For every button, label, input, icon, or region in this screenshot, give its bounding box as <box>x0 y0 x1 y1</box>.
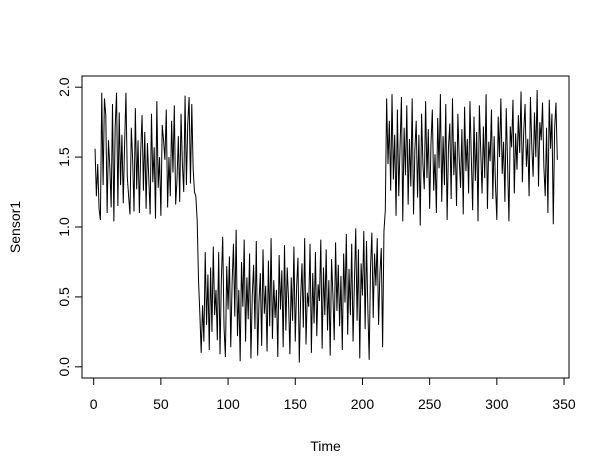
y-tick-label: 0.5 <box>56 287 72 307</box>
y-tick-label: 0.0 <box>56 357 72 377</box>
x-tick-label: 200 <box>351 396 375 412</box>
x-tick-label: 100 <box>216 396 240 412</box>
x-tick-label: 350 <box>552 396 576 412</box>
x-tick-label: 50 <box>153 396 169 412</box>
x-tick-label: 250 <box>418 396 442 412</box>
x-tick-label: 300 <box>485 396 509 412</box>
y-tick-label: 2.0 <box>56 77 72 97</box>
x-axis-title: Time <box>310 438 341 454</box>
x-axis: 0 50 100 150 200 250 300 350 <box>90 377 576 412</box>
sensor1-line <box>94 89 558 363</box>
y-axis: 0.0 0.5 1.0 1.5 2.0 <box>56 77 83 377</box>
y-tick-label: 1.0 <box>56 217 72 237</box>
plot-box <box>81 75 570 379</box>
x-tick-label: 0 <box>90 396 98 412</box>
y-tick-label: 1.5 <box>56 147 72 167</box>
x-tick-label: 150 <box>284 396 308 412</box>
y-axis-title: Sensor1 <box>7 201 23 253</box>
